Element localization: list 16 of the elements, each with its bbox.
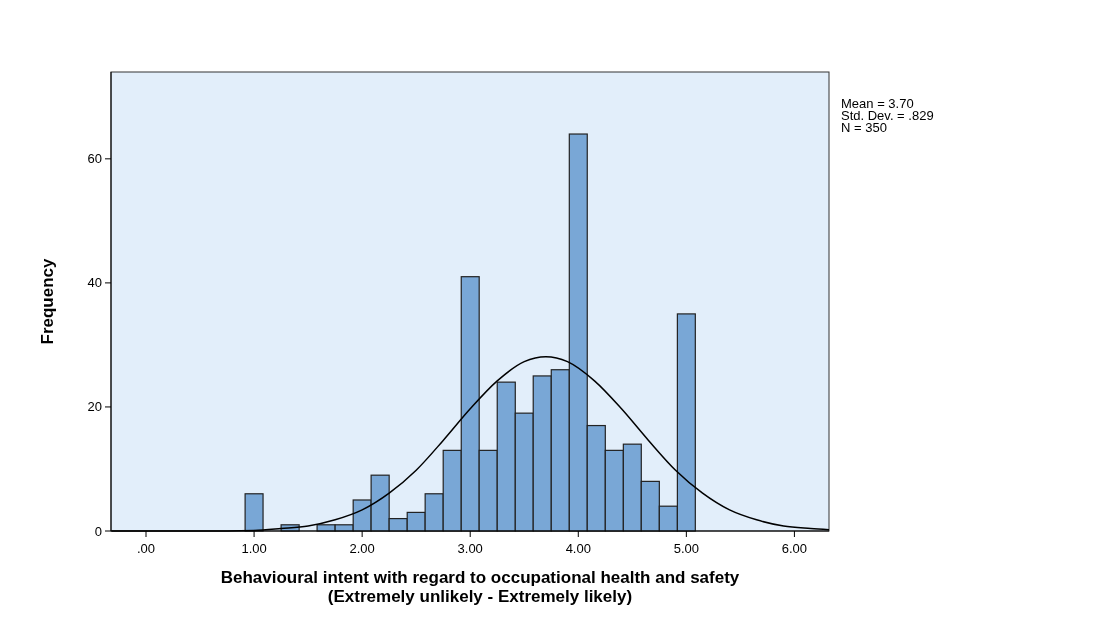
x-tick-label: 2.00 <box>349 541 375 556</box>
y-tick-label: 40 <box>87 275 102 291</box>
text: N = 350 <box>841 120 887 135</box>
x-tick-label: 1.00 <box>241 541 267 556</box>
y-tick-label: 60 <box>87 151 102 167</box>
text: Std. Dev. = .829 <box>841 108 934 123</box>
y-axis-title: Frequency <box>38 257 57 345</box>
y-tick-label: 0 <box>94 523 102 539</box>
x-tick-label: 5.00 <box>673 541 700 556</box>
x-tick-label: 4.00 <box>565 541 591 556</box>
x-tick-label: .00 <box>136 541 156 556</box>
x-tick-label: 6.00 <box>781 541 808 556</box>
x-axis-title: Behavioural intent with regard to occupational health and safety (Extremely unlikely - Extremely likely) <box>220 568 740 606</box>
x-tick-label: 3.00 <box>457 541 483 556</box>
y-tick-label: 20 <box>87 399 102 415</box>
text: Mean = 3.70 <box>841 96 914 111</box>
